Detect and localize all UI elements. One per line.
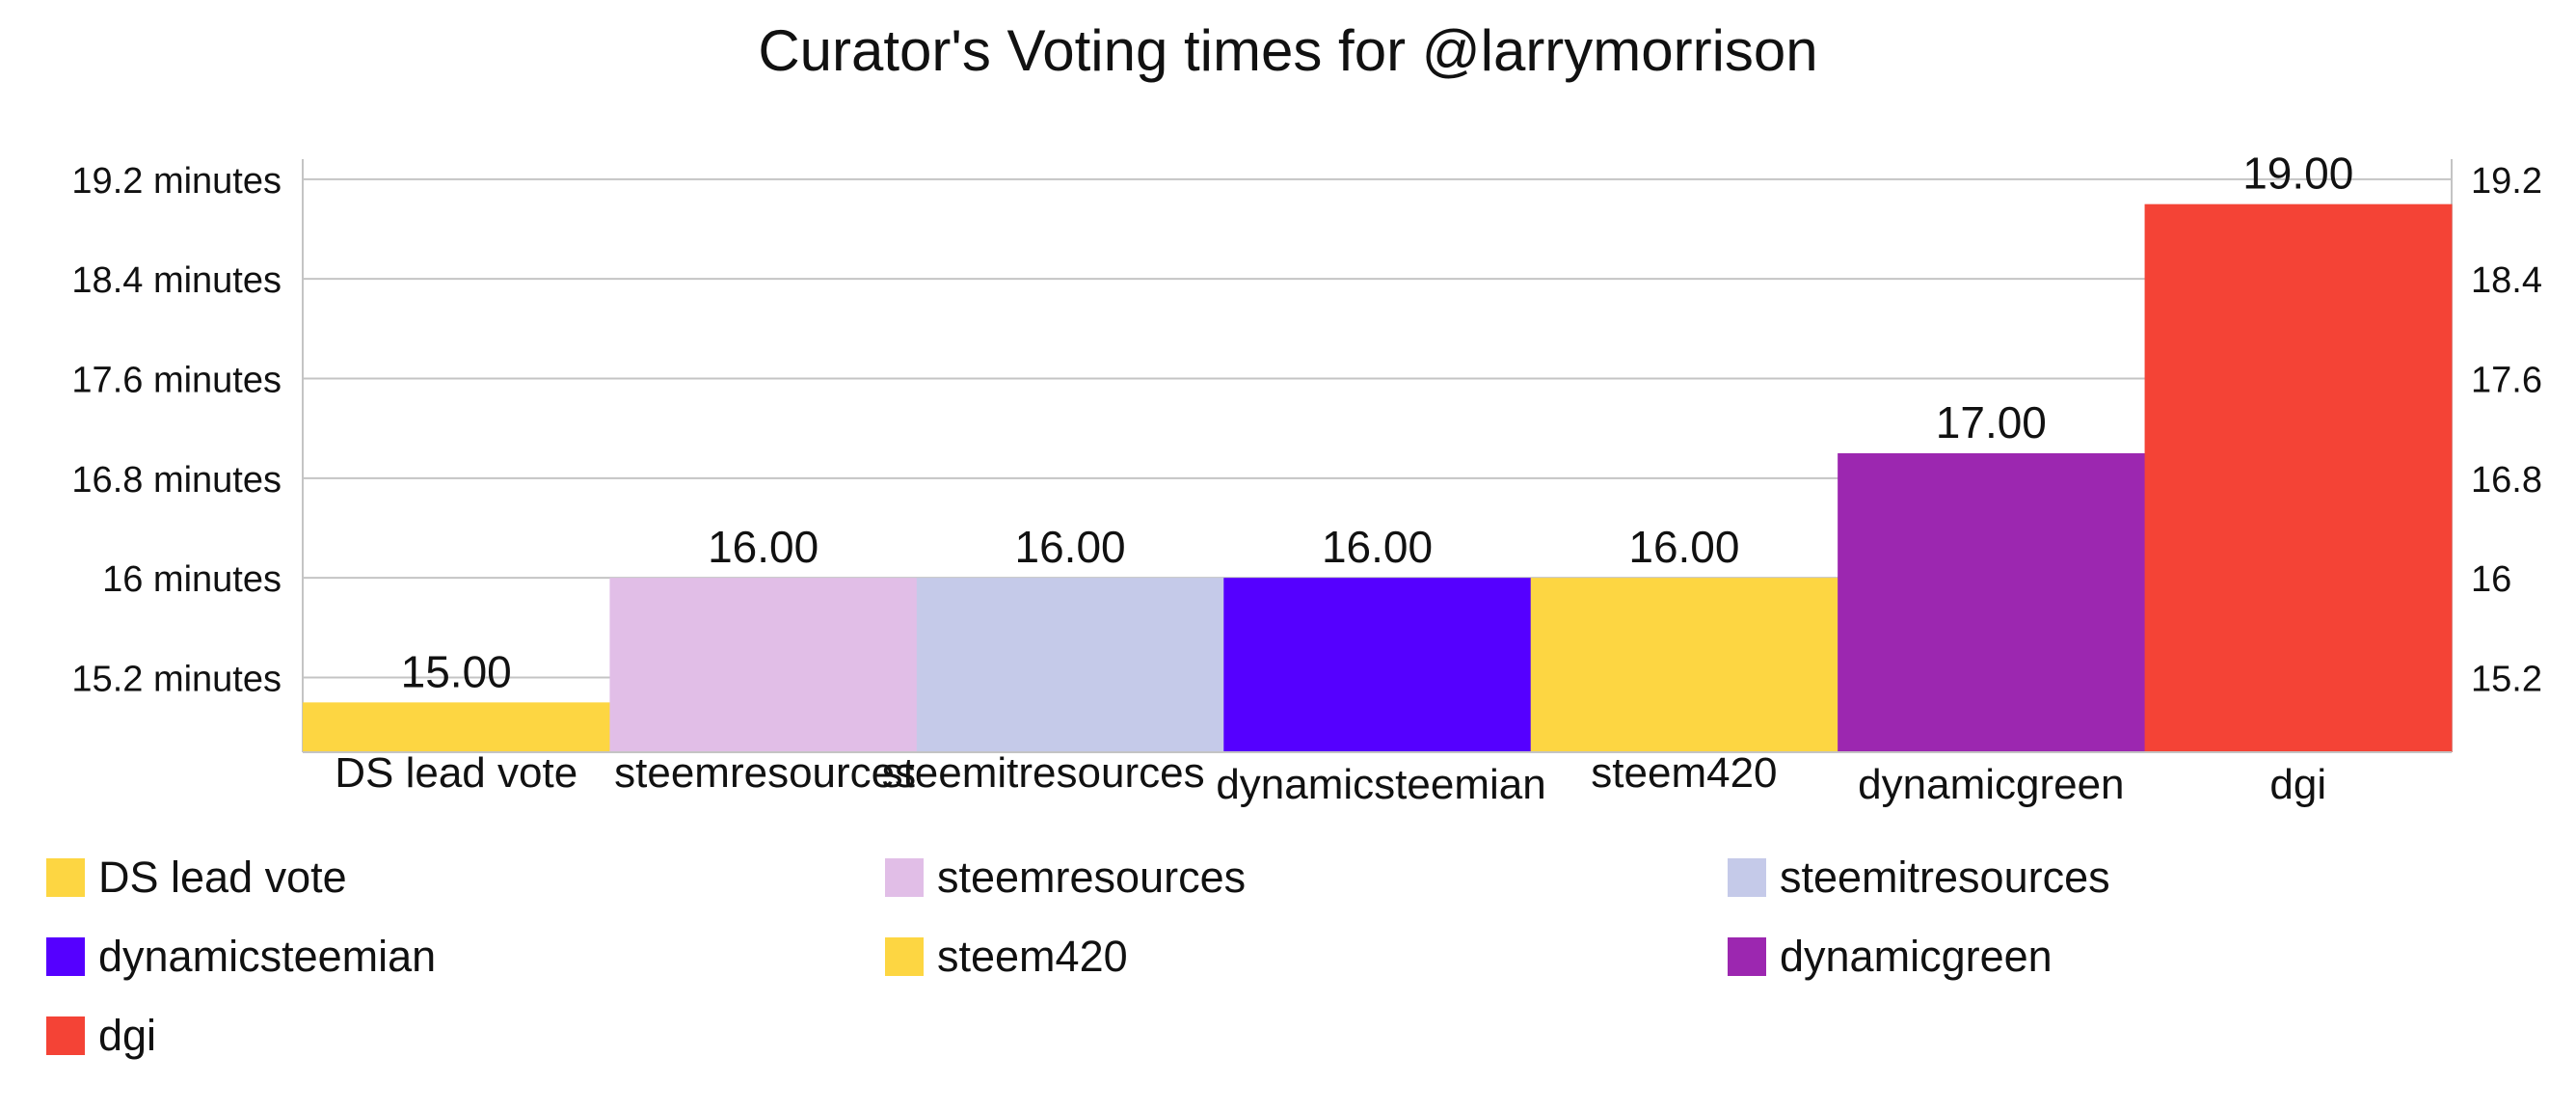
- y-tick-label-right: 15.2: [2471, 660, 2542, 700]
- legend-swatch: [1728, 858, 1766, 897]
- bar: [303, 702, 610, 752]
- x-tick-label: dynamicgreen: [1858, 761, 2124, 808]
- y-tick-label-left: 16 minutes: [102, 559, 282, 600]
- data-label: 15.00: [401, 646, 512, 696]
- legend-label: dynamicsteemian: [98, 932, 437, 981]
- bar: [609, 578, 918, 752]
- data-label: 17.00: [1936, 397, 2047, 447]
- x-tick-label: DS lead vote: [335, 749, 577, 797]
- legend-label: steemitresources: [1780, 853, 2110, 902]
- legend-item: steem420: [885, 928, 1128, 986]
- y-tick-label-right: 16: [2471, 559, 2511, 600]
- y-tick-label-left: 17.6 minutes: [71, 361, 282, 401]
- legend-swatch: [46, 937, 85, 976]
- legend-swatch: [885, 858, 924, 897]
- legend-swatch: [1728, 937, 1766, 976]
- chart-legend: DS lead vote steemresources steemitresourc…: [46, 849, 2553, 1099]
- x-tick-label: steem420: [1591, 749, 1777, 797]
- legend-item: dgi: [46, 1007, 156, 1065]
- y-tick-label-right: 17.6: [2471, 361, 2542, 401]
- bar: [916, 578, 1224, 752]
- bar: [2144, 203, 2453, 752]
- chart-plot: 15.2 minutes 15.2 16 minutes 16 16.8 minutes…: [71, 149, 2542, 808]
- bar: [1838, 453, 2146, 752]
- x-tick-label: steemitresources: [882, 749, 1205, 797]
- legend-item: dynamicgreen: [1728, 928, 2053, 986]
- data-label: 16.00: [1015, 522, 1126, 572]
- legend-label: dynamicgreen: [1780, 932, 2053, 981]
- legend-item: DS lead vote: [46, 849, 347, 907]
- data-label: 16.00: [1322, 522, 1433, 572]
- legend-label: dgi: [98, 1011, 157, 1060]
- y-tick-label-right: 16.8: [2471, 460, 2542, 501]
- legend-label: steem420: [937, 932, 1128, 981]
- y-tick-label-left: 16.8 minutes: [71, 460, 282, 501]
- y-tick-label-left: 19.2 minutes: [71, 161, 282, 202]
- y-tick-label-right: 18.4: [2471, 260, 2542, 301]
- y-tick-label-left: 18.4 minutes: [71, 260, 282, 301]
- legend-item: steemresources: [885, 849, 1246, 907]
- legend-label: steemresources: [937, 853, 1247, 902]
- data-label: 16.00: [1628, 522, 1739, 572]
- legend-swatch: [46, 858, 85, 897]
- chart-title: Curator's Voting times for @larrymorriso…: [758, 18, 1818, 83]
- legend-item: dynamicsteemian: [46, 928, 436, 986]
- x-tick-label: dgi: [2269, 761, 2326, 808]
- data-label: 19.00: [2242, 149, 2353, 199]
- legend-label: DS lead vote: [98, 853, 347, 902]
- legend-item: steemitresources: [1728, 849, 2110, 907]
- bar: [1223, 578, 1532, 752]
- y-tick-label-right: 19.2: [2471, 161, 2542, 202]
- y-tick-label-left: 15.2 minutes: [71, 660, 282, 700]
- legend-swatch: [885, 937, 924, 976]
- bar: [1530, 578, 1838, 752]
- data-label: 16.00: [708, 522, 818, 572]
- x-tick-label: dynamicsteemian: [1216, 761, 1545, 808]
- x-tick-label: steemresources: [614, 749, 916, 797]
- legend-swatch: [46, 1016, 85, 1055]
